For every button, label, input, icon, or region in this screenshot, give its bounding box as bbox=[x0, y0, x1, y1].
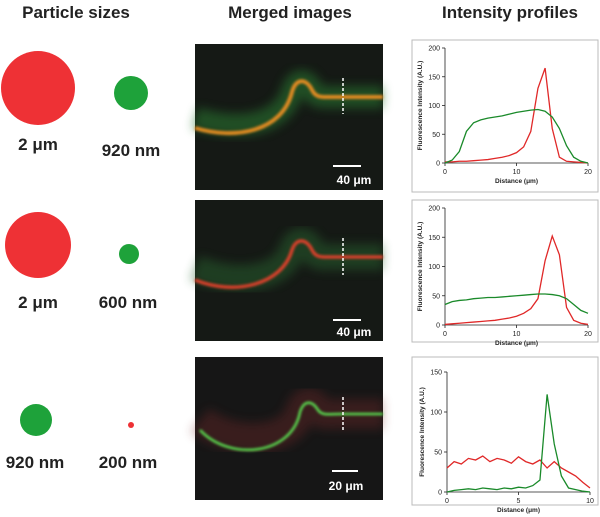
x-tick-label: 0 bbox=[443, 331, 447, 338]
y-tick-label: 150 bbox=[430, 370, 442, 377]
particle bbox=[128, 422, 134, 428]
scale-bar-label: 40 μm bbox=[337, 173, 372, 187]
line-chart: 0 50 100 150 0 5 10 Distance (μm) Fluorescence I… bbox=[411, 356, 599, 514]
line-chart: 0 50 100 150 200 0 10 20 Distance (μm) Fluorescen… bbox=[411, 39, 599, 193]
column-header: Intensity profiles bbox=[442, 3, 578, 22]
series-line bbox=[444, 293, 589, 314]
particle bbox=[20, 404, 52, 436]
x-tick-label: 10 bbox=[513, 331, 521, 338]
series-line bbox=[446, 455, 591, 489]
y-axis-label: Fluorescence Intensity (A.U.) bbox=[417, 222, 424, 312]
series-line bbox=[445, 67, 589, 164]
particle-label: 920 nm bbox=[102, 141, 161, 160]
x-tick-label: 10 bbox=[586, 498, 594, 505]
particle bbox=[114, 76, 148, 110]
particle bbox=[1, 51, 75, 125]
x-axis-label: Distance (μm) bbox=[497, 507, 540, 514]
y-tick-label: 100 bbox=[428, 264, 440, 271]
y-tick-label: 50 bbox=[432, 293, 440, 300]
chart-frame bbox=[411, 39, 599, 193]
y-tick-label: 0 bbox=[436, 161, 440, 168]
y-tick-label: 0 bbox=[436, 323, 440, 330]
particle bbox=[119, 244, 139, 264]
line-chart: 0 50 100 150 200 0 10 20 Distance (μm) Fluorescen… bbox=[411, 199, 599, 347]
y-tick-label: 150 bbox=[428, 74, 440, 81]
x-tick-label: 20 bbox=[584, 169, 592, 176]
column-header: Particle sizes bbox=[22, 3, 130, 22]
particle bbox=[5, 212, 71, 278]
y-tick-label: 100 bbox=[428, 103, 440, 110]
particle-label: 2 μm bbox=[18, 293, 58, 312]
x-axis-label: Distance (μm) bbox=[495, 340, 538, 347]
scale-bar-label: 40 μm bbox=[337, 325, 372, 339]
column-header: Merged images bbox=[228, 3, 352, 22]
y-tick-label: 100 bbox=[430, 410, 442, 417]
series-line bbox=[444, 234, 589, 326]
scale-bar-label: 20 μm bbox=[329, 479, 364, 493]
y-tick-label: 200 bbox=[428, 206, 440, 213]
particle-label: 920 nm bbox=[6, 453, 65, 472]
y-axis-label: Fluorescence Intensity (A.U.) bbox=[417, 61, 424, 151]
x-tick-label: 5 bbox=[517, 498, 521, 505]
x-tick-label: 10 bbox=[513, 169, 521, 176]
micrograph: 20 μm bbox=[190, 357, 383, 500]
particle-label: 600 nm bbox=[99, 293, 158, 312]
chart-frame bbox=[411, 356, 599, 506]
x-tick-label: 0 bbox=[443, 169, 447, 176]
series-line bbox=[444, 108, 589, 164]
y-tick-label: 150 bbox=[428, 235, 440, 242]
chart-frame bbox=[411, 199, 599, 343]
micrograph: 40 μm bbox=[191, 44, 383, 190]
x-tick-label: 20 bbox=[584, 331, 592, 338]
particle-label: 200 nm bbox=[99, 453, 158, 472]
x-axis-label: Distance (μm) bbox=[495, 178, 538, 185]
micrograph: 40 μm bbox=[189, 200, 383, 341]
y-tick-label: 200 bbox=[428, 46, 440, 53]
y-tick-label: 50 bbox=[434, 450, 442, 457]
x-tick-label: 0 bbox=[445, 498, 449, 505]
y-tick-label: 0 bbox=[438, 490, 442, 497]
series-line bbox=[446, 394, 591, 493]
y-axis-label: Fluorescence Intensity (A.U.) bbox=[419, 387, 426, 477]
particle-label: 2 μm bbox=[18, 135, 58, 154]
y-tick-label: 50 bbox=[432, 132, 440, 139]
